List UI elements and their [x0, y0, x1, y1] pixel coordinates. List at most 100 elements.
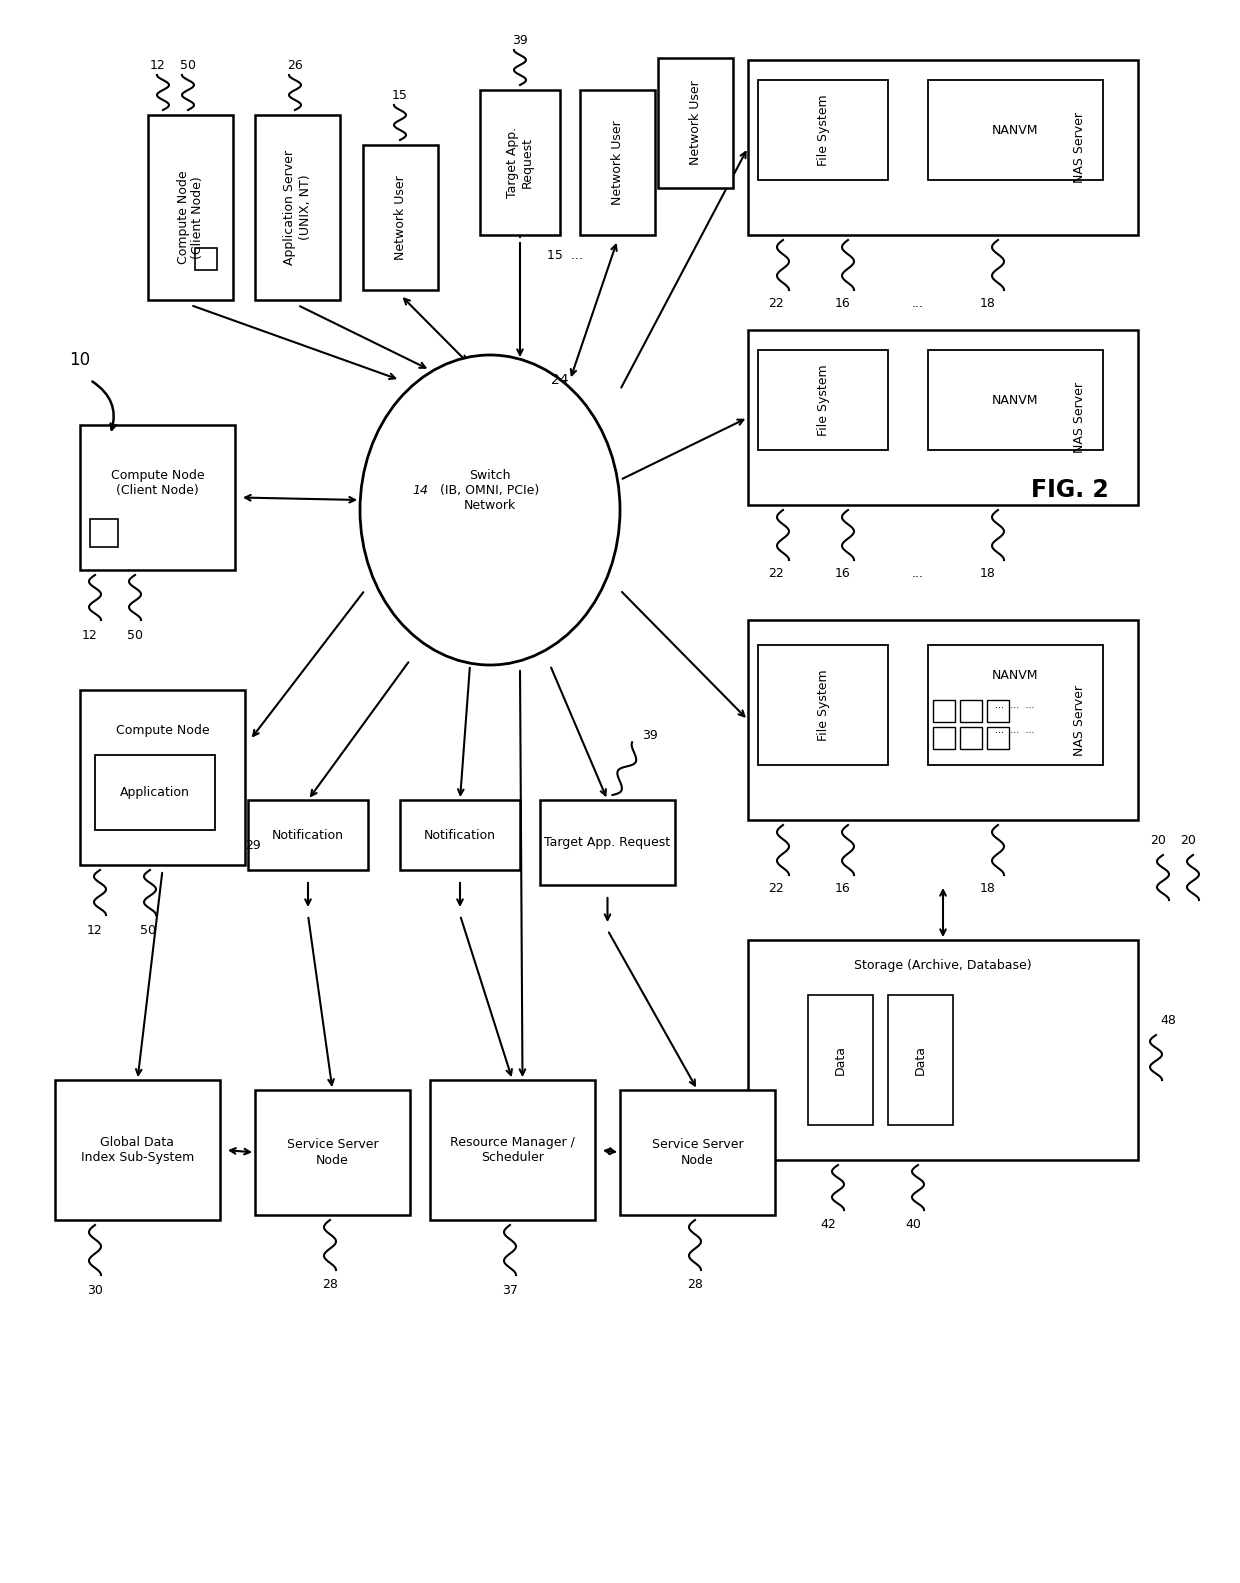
Bar — [363, 146, 438, 290]
Text: 16: 16 — [835, 296, 851, 310]
Text: ...  ...  ...: ... ... ... — [996, 725, 1034, 735]
Bar — [987, 727, 1009, 749]
Text: Notification: Notification — [424, 828, 496, 842]
Bar — [888, 996, 954, 1126]
Text: 12: 12 — [150, 59, 166, 71]
Text: Network User: Network User — [394, 176, 407, 260]
Bar — [195, 249, 217, 271]
Bar — [758, 350, 888, 450]
Text: Target App. Request: Target App. Request — [544, 836, 671, 848]
Text: 22: 22 — [768, 882, 784, 894]
Text: 39: 39 — [641, 728, 657, 741]
Bar — [430, 1080, 595, 1220]
Bar — [401, 799, 520, 871]
Text: 29: 29 — [246, 839, 260, 852]
Text: NAS Server: NAS Server — [1073, 684, 1086, 755]
Bar — [81, 424, 236, 570]
Text: 20: 20 — [1149, 834, 1166, 847]
Text: Compute Node
(Client Node): Compute Node (Client Node) — [176, 171, 205, 264]
Text: 42: 42 — [820, 1219, 836, 1232]
Bar — [987, 700, 1009, 722]
Ellipse shape — [360, 355, 620, 665]
Text: Global Data
Index Sub-System: Global Data Index Sub-System — [81, 1137, 195, 1164]
Text: 50: 50 — [126, 628, 143, 641]
Text: 22: 22 — [768, 296, 784, 310]
Text: NANVM: NANVM — [992, 394, 1038, 407]
Text: 14: 14 — [412, 483, 428, 497]
Bar — [255, 1091, 410, 1216]
Text: Resource Manager /
Scheduler: Resource Manager / Scheduler — [450, 1137, 575, 1164]
Text: 12: 12 — [82, 628, 98, 641]
Text: File System: File System — [816, 364, 830, 435]
Text: 16: 16 — [835, 882, 851, 894]
Text: 15  ...: 15 ... — [547, 249, 583, 261]
Text: 40: 40 — [905, 1219, 921, 1232]
Bar — [928, 644, 1104, 765]
Text: ...  ...  ...: ... ... ... — [996, 700, 1034, 711]
Text: Storage (Archive, Database): Storage (Archive, Database) — [854, 958, 1032, 972]
Bar — [658, 59, 733, 188]
Text: 15: 15 — [392, 89, 408, 101]
Bar — [960, 727, 982, 749]
Bar — [55, 1080, 219, 1220]
Bar — [932, 700, 955, 722]
Text: 22: 22 — [768, 567, 784, 579]
Text: NANVM: NANVM — [992, 123, 1038, 136]
Text: 28: 28 — [322, 1279, 339, 1292]
Bar — [748, 940, 1138, 1160]
Bar — [928, 81, 1104, 180]
Text: File System: File System — [816, 93, 830, 166]
Text: Service Server
Node: Service Server Node — [286, 1138, 378, 1167]
Text: 24: 24 — [552, 374, 569, 386]
Text: Data: Data — [833, 1045, 847, 1075]
Bar — [758, 644, 888, 765]
Text: FIG. 2: FIG. 2 — [1032, 478, 1109, 502]
Text: NANVM: NANVM — [992, 668, 1038, 682]
Bar — [95, 755, 215, 829]
Text: Application: Application — [120, 785, 190, 798]
Text: Network User: Network User — [689, 81, 702, 165]
Bar — [148, 116, 233, 301]
Bar — [748, 329, 1138, 505]
Text: Notification: Notification — [272, 828, 343, 842]
Bar — [758, 81, 888, 180]
Text: ...: ... — [911, 567, 924, 579]
Text: 12: 12 — [87, 923, 103, 937]
Bar — [808, 996, 873, 1126]
Text: 26: 26 — [288, 59, 303, 71]
Text: 50: 50 — [180, 59, 196, 71]
Text: 39: 39 — [512, 33, 528, 46]
Bar — [91, 519, 118, 548]
Text: Network User: Network User — [611, 120, 624, 204]
Text: 48: 48 — [1161, 1013, 1176, 1026]
Bar — [932, 727, 955, 749]
Text: NAS Server: NAS Server — [1073, 112, 1086, 184]
Bar — [480, 90, 560, 234]
Text: 10: 10 — [69, 351, 91, 369]
Bar — [748, 621, 1138, 820]
Text: 37: 37 — [502, 1284, 518, 1296]
Text: 28: 28 — [687, 1279, 703, 1292]
Bar — [620, 1091, 775, 1216]
Text: 30: 30 — [87, 1284, 103, 1296]
Bar — [81, 690, 246, 864]
Text: 18: 18 — [980, 882, 996, 894]
Text: 18: 18 — [980, 296, 996, 310]
Text: Switch
(IB, OMNI, PCIe)
Network: Switch (IB, OMNI, PCIe) Network — [440, 469, 539, 511]
Text: Compute Node
(Client Node): Compute Node (Client Node) — [110, 469, 205, 497]
Text: ...: ... — [911, 296, 924, 310]
Bar — [960, 700, 982, 722]
Text: Application Server
(UNIX, NT): Application Server (UNIX, NT) — [284, 150, 311, 264]
Text: 16: 16 — [835, 567, 851, 579]
Text: Target App.
Request: Target App. Request — [506, 127, 534, 198]
Bar — [580, 90, 655, 234]
Text: File System: File System — [816, 670, 830, 741]
Text: 20: 20 — [1180, 834, 1195, 847]
Text: Service Server
Node: Service Server Node — [652, 1138, 743, 1167]
Text: 18: 18 — [980, 567, 996, 579]
Text: Data: Data — [914, 1045, 926, 1075]
Text: NAS Server: NAS Server — [1073, 382, 1086, 453]
Bar — [928, 350, 1104, 450]
Bar — [748, 60, 1138, 234]
Bar — [255, 116, 340, 301]
